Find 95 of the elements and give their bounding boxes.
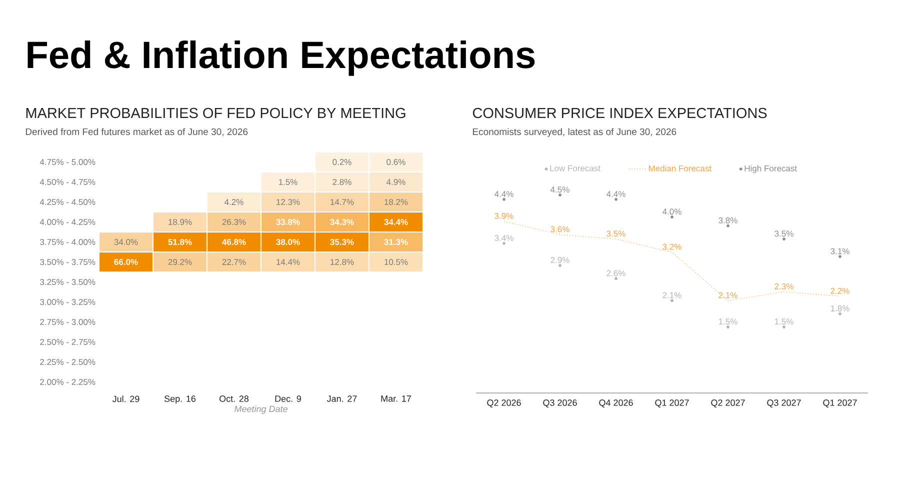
x-tick-label: Q2 2027 — [711, 400, 745, 408]
data-label: 4.9% — [386, 178, 406, 186]
data-label: 2.2% — [830, 288, 850, 294]
legend-label: Median Forecast — [648, 165, 712, 172]
point — [558, 194, 562, 197]
data-label: 3.2% — [662, 244, 682, 250]
point — [726, 326, 730, 328]
point — [838, 255, 842, 258]
data-label: 26.3% — [222, 218, 246, 226]
y-tick-label: 2.25% - 2.50% — [40, 358, 96, 366]
data-label: 18.9% — [168, 218, 192, 226]
y-tick-label: 3.75% - 4.00% — [40, 238, 96, 246]
data-label: 3.5% — [606, 230, 626, 237]
data-label: 35.3% — [330, 238, 354, 246]
y-tick-label: 4.50% - 4.75% — [40, 178, 96, 186]
data-label: 3.4% — [494, 234, 514, 241]
x-tick-label: Q4 2026 — [599, 400, 633, 408]
data-label: 18.2% — [384, 198, 408, 206]
x-tick-label: Q1 2027 — [823, 400, 857, 408]
point — [614, 277, 618, 280]
data-label: 3.8% — [718, 217, 738, 224]
data-label: 2.6% — [606, 270, 626, 276]
data-label: 2.3% — [774, 283, 794, 290]
data-label: 34.0% — [114, 238, 138, 246]
data-label: 3.6% — [550, 226, 570, 232]
point — [670, 299, 674, 302]
data-label: 1.5% — [718, 318, 738, 325]
y-tick-label: 3.00% - 3.25% — [40, 298, 96, 306]
data-label: 0.2% — [332, 158, 352, 166]
data-label: 38.0% — [276, 238, 300, 246]
point — [726, 224, 730, 228]
chart-subtitle: Economists surveyed, latest as of June 30, 2026 — [472, 128, 676, 137]
legend-label: High Forecast — [744, 165, 797, 174]
data-label: 2.8% — [332, 178, 352, 186]
data-label: 34.4% — [384, 218, 408, 226]
data-label: 66.0% — [114, 258, 138, 266]
data-label: 2.1% — [718, 292, 738, 298]
y-tick-label: 2.50% - 2.75% — [40, 338, 96, 346]
chart-title: CONSUMER PRICE INDEX EXPECTATIONS — [472, 108, 767, 118]
point — [614, 198, 618, 201]
y-tick-label: 4.75% - 5.00% — [40, 158, 96, 166]
data-label: 2.9% — [550, 256, 570, 263]
data-label: 4.4% — [606, 191, 626, 197]
y-tick-label: 4.25% - 4.50% — [40, 198, 96, 206]
data-label: 51.8% — [168, 238, 192, 246]
data-label: 1.5% — [774, 318, 794, 325]
data-label: 4.2% — [224, 199, 244, 205]
data-label: 0.6% — [386, 158, 406, 166]
x-tick-label: Q3 2027 — [767, 400, 801, 408]
x-tick-label: Q1 2027 — [655, 400, 689, 408]
x-tick-label: Dec. 9 — [275, 396, 301, 402]
point — [782, 326, 786, 328]
legend-label: Low Forecast — [550, 165, 600, 172]
data-label: 1.8% — [830, 305, 850, 312]
data-label: 4.4% — [494, 191, 514, 197]
data-label: 3.1% — [830, 248, 850, 254]
data-label: 3.9% — [494, 212, 514, 219]
data-label: 31.3% — [384, 238, 408, 246]
x-tick-label: Jul. 29 — [112, 396, 140, 402]
point — [782, 238, 786, 240]
y-tick-label: 3.50% - 3.75% — [40, 258, 96, 266]
chart-subtitle: Derived from Fed futures market as of June 30, 2026 — [26, 128, 248, 136]
point — [670, 216, 674, 218]
data-label: 33.8% — [276, 218, 300, 226]
x-tick-label: Q3 2026 — [543, 400, 577, 408]
data-label: 3.5% — [774, 230, 794, 237]
data-label: 34.3% — [330, 218, 354, 226]
data-label: 1.5% — [278, 179, 298, 185]
data-label: 10.5% — [384, 258, 408, 266]
y-tick-label: 2.75% - 3.00% — [40, 318, 96, 326]
x-tick-label: Q2 2026 — [487, 400, 521, 408]
data-label: 46.8% — [222, 238, 246, 246]
data-label: 14.7% — [330, 199, 354, 205]
y-tick-label: 3.25% - 3.50% — [40, 278, 96, 286]
data-label: 12.3% — [276, 198, 300, 206]
point — [502, 242, 506, 245]
data-label: 14.4% — [276, 259, 300, 265]
x-tick-label: Jan. 27 — [326, 396, 357, 402]
x-tick-label: Oct. 28 — [220, 396, 249, 402]
data-label: 2.1% — [662, 292, 682, 298]
y-tick-label: 2.00% - 2.25% — [40, 378, 96, 386]
x-axis-title: Meeting Date — [234, 406, 288, 414]
text: Fed & Inflation Expectations — [28, 40, 535, 76]
chart-title: MARKET PROBABILITIES OF FED POLICY BY MEETING — [26, 108, 406, 118]
data-label: 22.7% — [222, 259, 246, 265]
data-label: 12.8% — [330, 258, 354, 266]
point — [502, 198, 506, 201]
data-label: 29.2% — [168, 258, 192, 266]
y-tick-label: 4.00% - 4.25% — [40, 218, 96, 226]
data-label: 4.5% — [550, 186, 570, 193]
point — [558, 264, 562, 267]
point — [838, 312, 842, 316]
x-tick-label: Sep. 16 — [164, 396, 196, 404]
data-label: 4.0% — [662, 208, 682, 215]
x-tick-label: Mar. 17 — [381, 396, 411, 402]
